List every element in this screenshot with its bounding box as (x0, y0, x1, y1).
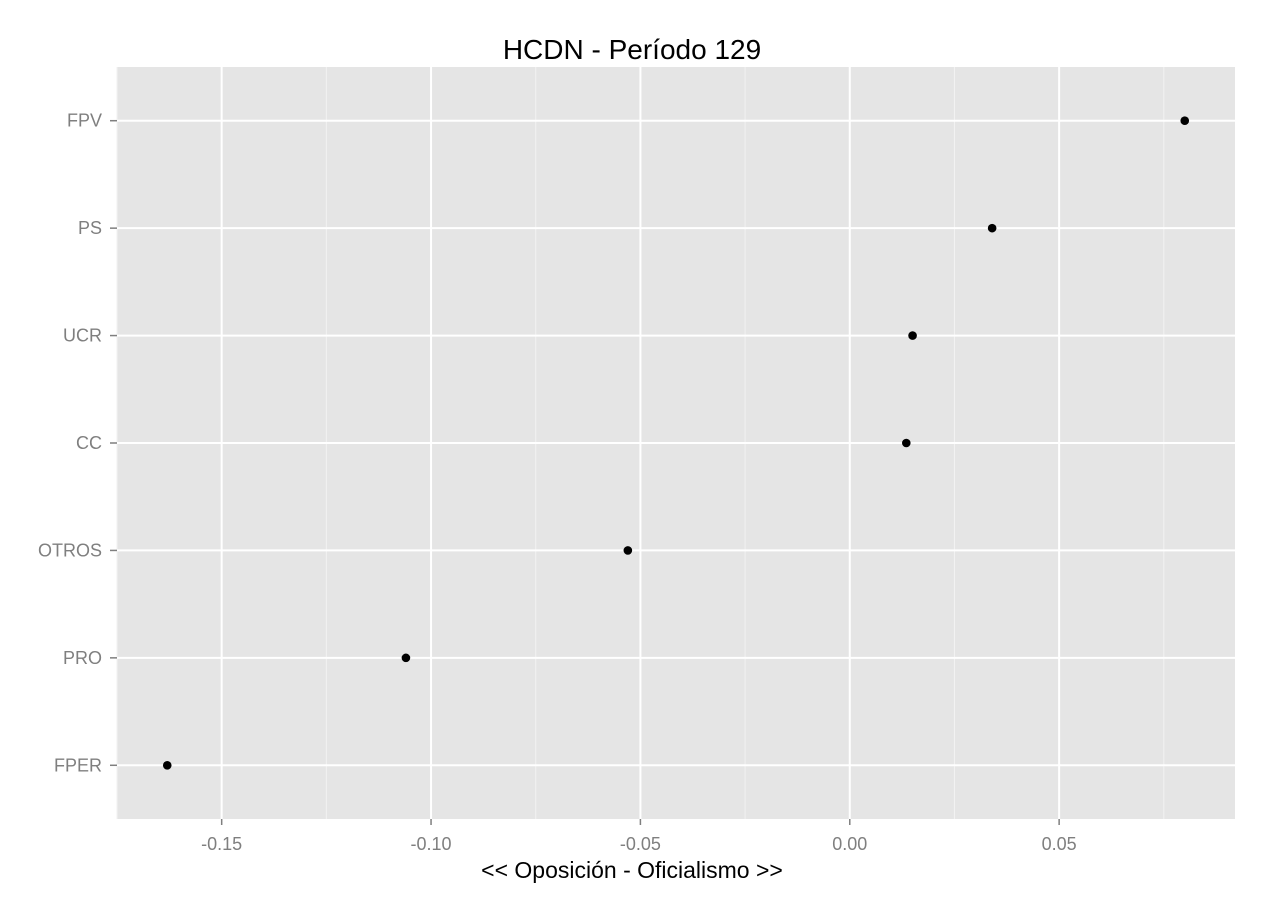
x-tick-label: 0.05 (1042, 834, 1077, 854)
y-tick-label: FPER (54, 755, 102, 775)
chart-title: HCDN - Período 129 (503, 34, 761, 65)
x-tick-label: -0.10 (411, 834, 452, 854)
y-tick-label: CC (76, 433, 102, 453)
data-point-fper (162, 760, 172, 770)
x-axis-label: << Oposición - Oficialismo >> (481, 857, 783, 883)
x-tick-label: -0.05 (620, 834, 661, 854)
y-tick-label: OTROS (38, 540, 102, 560)
y-tick-label: PRO (63, 648, 102, 668)
data-point-fpv (1180, 116, 1190, 126)
data-point-pro (401, 653, 411, 663)
data-point-ps (987, 223, 997, 233)
y-axis: FPV PS UCR CC OTROS PRO FPER (38, 111, 117, 775)
y-tick-label: PS (78, 218, 102, 238)
data-point-otros (623, 546, 633, 555)
data-point-cc (901, 438, 911, 448)
data-point-ucr (908, 331, 917, 340)
x-tick-label: -0.15 (201, 834, 242, 854)
x-axis: -0.15 -0.10 -0.05 0.00 0.05 (201, 819, 1077, 854)
data-points (162, 116, 1190, 770)
y-tick-label: UCR (63, 326, 102, 346)
major-gridlines (117, 67, 1235, 819)
x-tick-label: 0.00 (832, 834, 867, 854)
y-tick-label: FPV (67, 111, 102, 131)
